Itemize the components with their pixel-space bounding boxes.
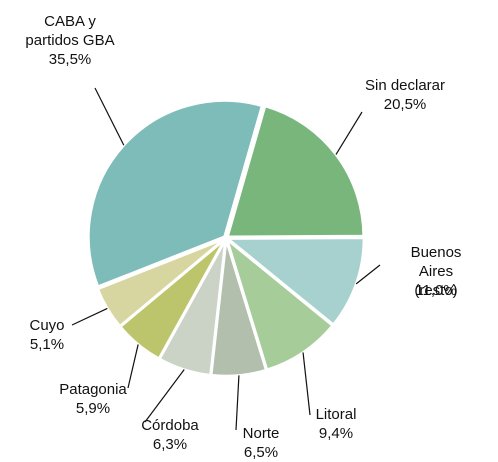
slice-value: 6,3% [152, 436, 188, 453]
leader-line [302, 352, 311, 416]
slice-label: Patagonia [59, 381, 127, 398]
leader-line [355, 264, 381, 285]
slice-label: Norte [242, 425, 280, 442]
slice-value: 11,0% [415, 282, 457, 299]
slice-label: Sin declarar [364, 77, 446, 94]
slice-value: 5,1% [29, 336, 65, 353]
leader-line [335, 111, 363, 155]
pie-slice [225, 104, 365, 239]
slice-label: Córdoba [141, 417, 199, 434]
slice-value: 9,4% [318, 425, 354, 442]
slice-value: 20,5% [383, 96, 427, 113]
leader-line [235, 375, 240, 431]
slice-value: 6,5% [243, 444, 279, 461]
pie-slice [224, 236, 335, 372]
leader-line [94, 87, 125, 146]
slice-label: Litoral [315, 406, 357, 423]
leader-line [71, 307, 108, 326]
pie-slice [96, 237, 226, 328]
leader-line [144, 369, 185, 423]
slice-label: CABA y partidos GBA [25, 13, 115, 49]
leader-line [127, 344, 139, 389]
slice-value: 5,9% [75, 400, 111, 417]
pie-slice [224, 236, 366, 327]
slice-label: Buenos Aires (resto) [410, 244, 462, 299]
slice-value: 35,5% [48, 51, 92, 68]
slice-label: Cuyo [29, 317, 65, 334]
